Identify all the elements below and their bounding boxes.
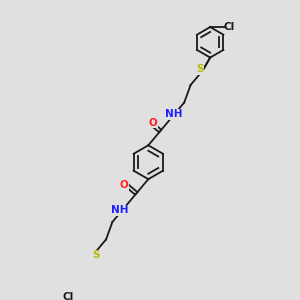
Text: Cl: Cl — [62, 292, 74, 300]
Text: O: O — [120, 180, 128, 190]
Text: Cl: Cl — [223, 22, 234, 32]
Text: NH: NH — [165, 109, 183, 119]
Text: S: S — [92, 250, 100, 260]
Text: O: O — [149, 118, 158, 128]
Text: S: S — [196, 64, 204, 74]
Text: NH: NH — [111, 205, 129, 215]
